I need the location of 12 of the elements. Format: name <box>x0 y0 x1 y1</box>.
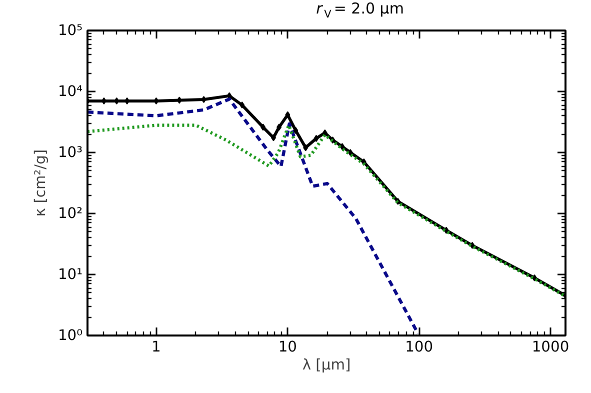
y-tick-label: 10⁵ <box>58 22 83 39</box>
x-tick-label: 10 <box>278 338 297 356</box>
x-tick-label: 100 <box>405 338 434 356</box>
y-tick-label: 10³ <box>58 144 83 161</box>
y-tick-label: 10² <box>58 205 83 222</box>
y-tick-label: 10⁴ <box>58 83 83 100</box>
x-tick-label: 1 <box>152 338 161 356</box>
y-tick-label: 10⁰ <box>58 327 83 344</box>
x-tick-label: 1000 <box>532 338 570 356</box>
y-axis-title: κ [cm²/g] <box>32 149 49 217</box>
x-axis-title: λ [μm] <box>302 356 351 374</box>
y-tick-label: 10¹ <box>58 266 83 283</box>
